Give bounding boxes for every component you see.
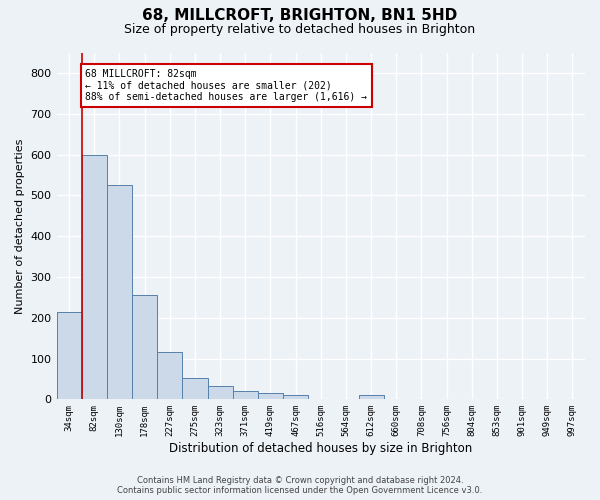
Bar bbox=[208, 386, 233, 400]
Y-axis label: Number of detached properties: Number of detached properties bbox=[15, 138, 25, 314]
Bar bbox=[157, 352, 182, 400]
Text: 68, MILLCROFT, BRIGHTON, BN1 5HD: 68, MILLCROFT, BRIGHTON, BN1 5HD bbox=[142, 8, 458, 22]
Bar bbox=[132, 296, 157, 400]
Text: Size of property relative to detached houses in Brighton: Size of property relative to detached ho… bbox=[124, 22, 476, 36]
Text: 68 MILLCROFT: 82sqm
← 11% of detached houses are smaller (202)
88% of semi-detac: 68 MILLCROFT: 82sqm ← 11% of detached ho… bbox=[85, 69, 367, 102]
Bar bbox=[182, 378, 208, 400]
Bar bbox=[283, 395, 308, 400]
Text: Contains HM Land Registry data © Crown copyright and database right 2024.
Contai: Contains HM Land Registry data © Crown c… bbox=[118, 476, 482, 495]
X-axis label: Distribution of detached houses by size in Brighton: Distribution of detached houses by size … bbox=[169, 442, 472, 455]
Bar bbox=[107, 185, 132, 400]
Bar bbox=[359, 396, 383, 400]
Bar bbox=[233, 391, 258, 400]
Bar bbox=[56, 312, 82, 400]
Bar bbox=[258, 393, 283, 400]
Bar bbox=[82, 154, 107, 400]
